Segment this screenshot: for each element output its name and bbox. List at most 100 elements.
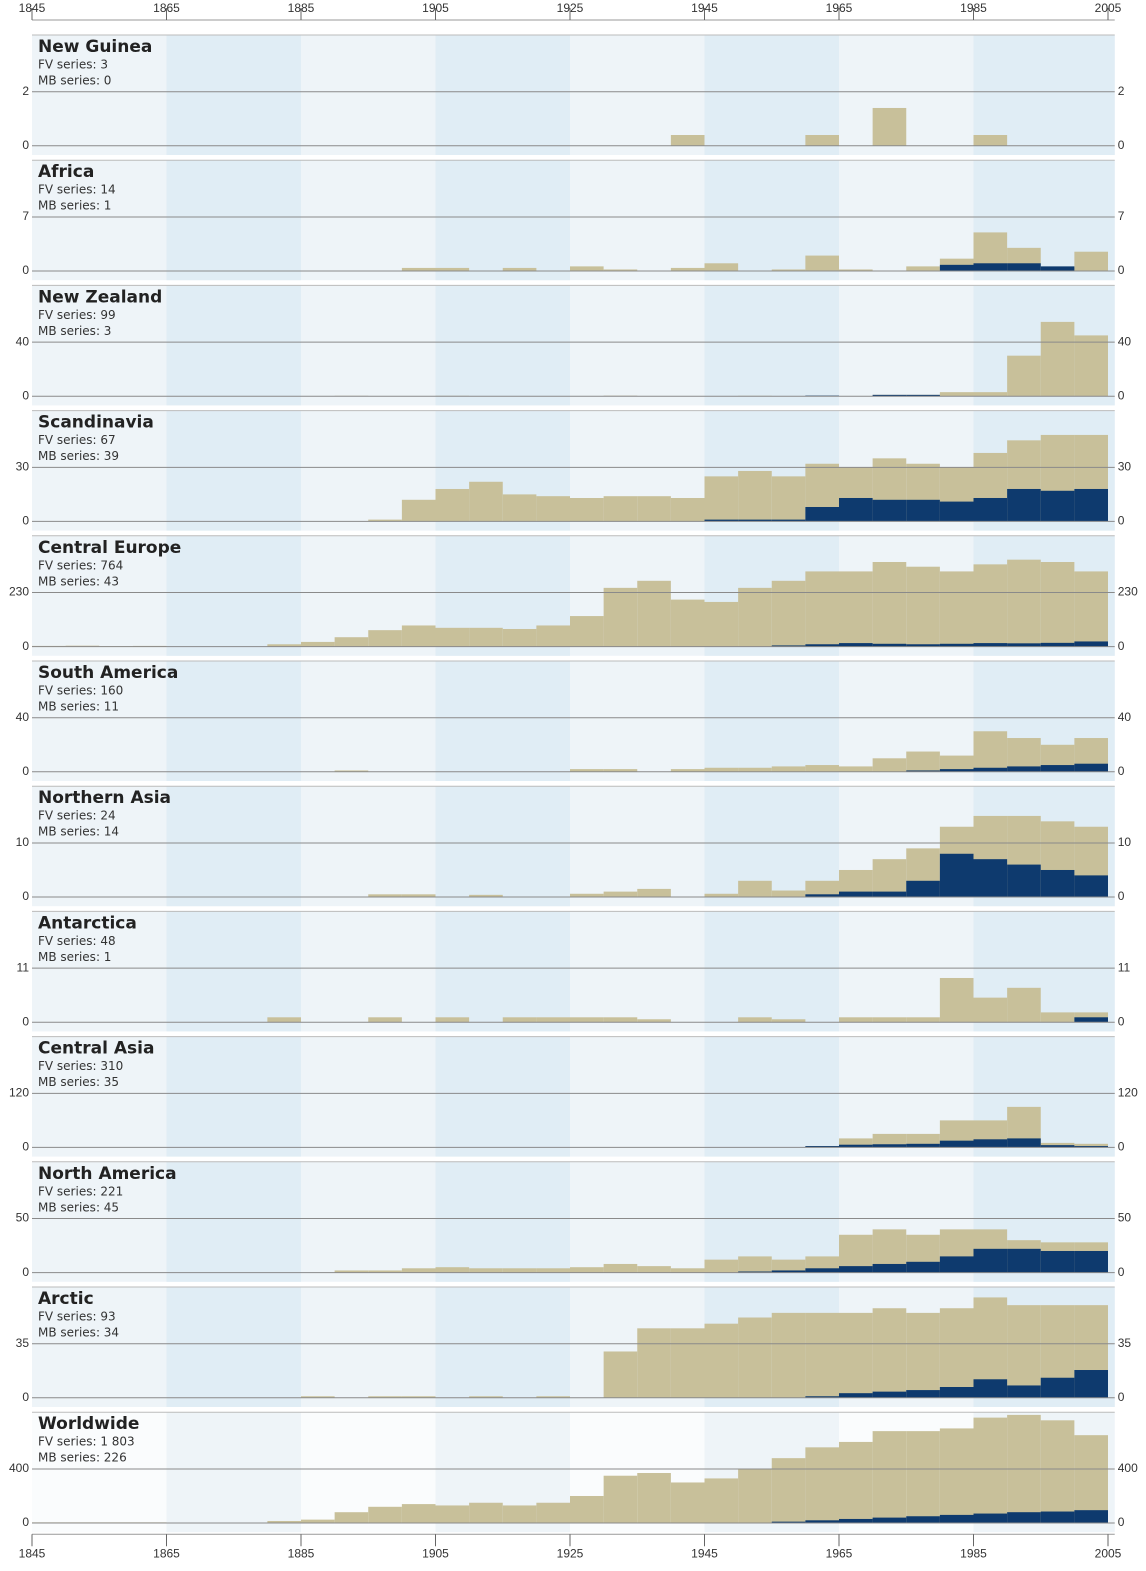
panel-title: Scandinavia (38, 413, 154, 433)
bar (536, 1502, 570, 1524)
bar (872, 1391, 907, 1398)
bar (704, 519, 739, 522)
bar (973, 997, 1008, 1023)
band (166, 786, 301, 907)
bar (704, 601, 739, 647)
bar (939, 1140, 974, 1148)
bar (1007, 355, 1041, 397)
bar (939, 1387, 974, 1398)
bar (469, 1396, 503, 1398)
bar (1074, 1510, 1108, 1524)
bar (502, 628, 537, 647)
band (704, 661, 839, 781)
bar (603, 496, 638, 522)
x-tick-label: 2005 (1095, 1546, 1122, 1560)
bar (1007, 987, 1041, 1023)
bar (906, 1143, 940, 1148)
bar (973, 564, 1008, 647)
band (166, 410, 301, 531)
bar (1040, 1142, 1075, 1148)
bar (939, 853, 974, 898)
bar (906, 770, 940, 772)
x-tick-label: 1845 (19, 1, 46, 15)
band (166, 1036, 301, 1157)
y-tick-label-right: 0 (1118, 639, 1125, 653)
band (435, 786, 570, 907)
bar (906, 394, 940, 397)
bar (805, 1146, 839, 1148)
bar (603, 1475, 638, 1524)
bar (1074, 875, 1108, 898)
bar (839, 1393, 873, 1398)
bar (839, 497, 873, 522)
bar (704, 263, 739, 272)
y-tick-label: 0 (22, 514, 29, 528)
bar (839, 643, 873, 647)
band (166, 535, 301, 656)
y-tick-label: 400 (9, 1461, 29, 1475)
bar (401, 1268, 436, 1273)
bar (872, 1263, 907, 1273)
bar (973, 1379, 1008, 1398)
bar (1074, 1370, 1108, 1398)
band (166, 285, 301, 406)
x-tick-label: 1885 (288, 1, 315, 15)
bar (1007, 738, 1041, 772)
y-tick-label: 230 (9, 585, 29, 599)
y-tick-label-right: 0 (1118, 1140, 1125, 1154)
bar (939, 643, 974, 647)
bar (435, 627, 470, 647)
bar (805, 644, 839, 647)
panel-note: MB series: 43 (38, 574, 119, 588)
bar (973, 497, 1008, 522)
bar (973, 859, 1008, 898)
bar (1007, 263, 1041, 272)
bar (973, 643, 1008, 647)
x-tick-label: 1965 (826, 1546, 853, 1560)
panel-note: MB series: 39 (38, 449, 119, 463)
bar (401, 894, 436, 898)
bar (334, 1512, 369, 1524)
panel-note: FV series: 48 (38, 934, 116, 948)
y-tick-label: 35 (16, 1336, 30, 1350)
bar (1074, 1143, 1108, 1148)
bar (1040, 490, 1075, 522)
bar (839, 891, 873, 898)
bar (670, 769, 705, 772)
panel-title: New Guinea (38, 37, 152, 57)
bar (906, 1312, 940, 1398)
y-tick-label-right: 11 (1118, 960, 1131, 974)
bar (368, 519, 402, 522)
bar (267, 1017, 301, 1023)
bar (368, 1017, 402, 1023)
bar (704, 476, 739, 522)
bar (872, 1431, 907, 1524)
panel-note: FV series: 93 (38, 1310, 116, 1324)
bar (906, 644, 940, 647)
bar (906, 1390, 940, 1398)
panel-note: FV series: 1 803 (38, 1435, 135, 1449)
bar (603, 587, 638, 647)
bar (435, 267, 470, 272)
bar (435, 1017, 470, 1023)
y-tick-label: 2 (22, 84, 29, 98)
bar (872, 107, 907, 146)
bar (301, 1396, 335, 1398)
bar (1040, 1012, 1075, 1023)
y-tick-label-right: 230 (1118, 585, 1138, 599)
y-tick-label-right: 40 (1118, 334, 1132, 348)
bar (771, 580, 806, 647)
bar (536, 496, 570, 522)
y-tick-label-right: 0 (1118, 889, 1125, 903)
y-tick-label: 30 (16, 460, 30, 474)
bar (906, 880, 940, 898)
bar (771, 269, 806, 272)
x-tick-label: 1985 (960, 1, 987, 15)
y-tick-label: 0 (22, 1265, 29, 1279)
x-tick-label: 1865 (153, 1546, 180, 1560)
bar (401, 499, 436, 522)
bar (872, 1308, 907, 1398)
y-tick-label-right: 400 (1118, 1461, 1138, 1475)
y-tick-label: 10 (16, 835, 30, 849)
bar (435, 488, 470, 522)
